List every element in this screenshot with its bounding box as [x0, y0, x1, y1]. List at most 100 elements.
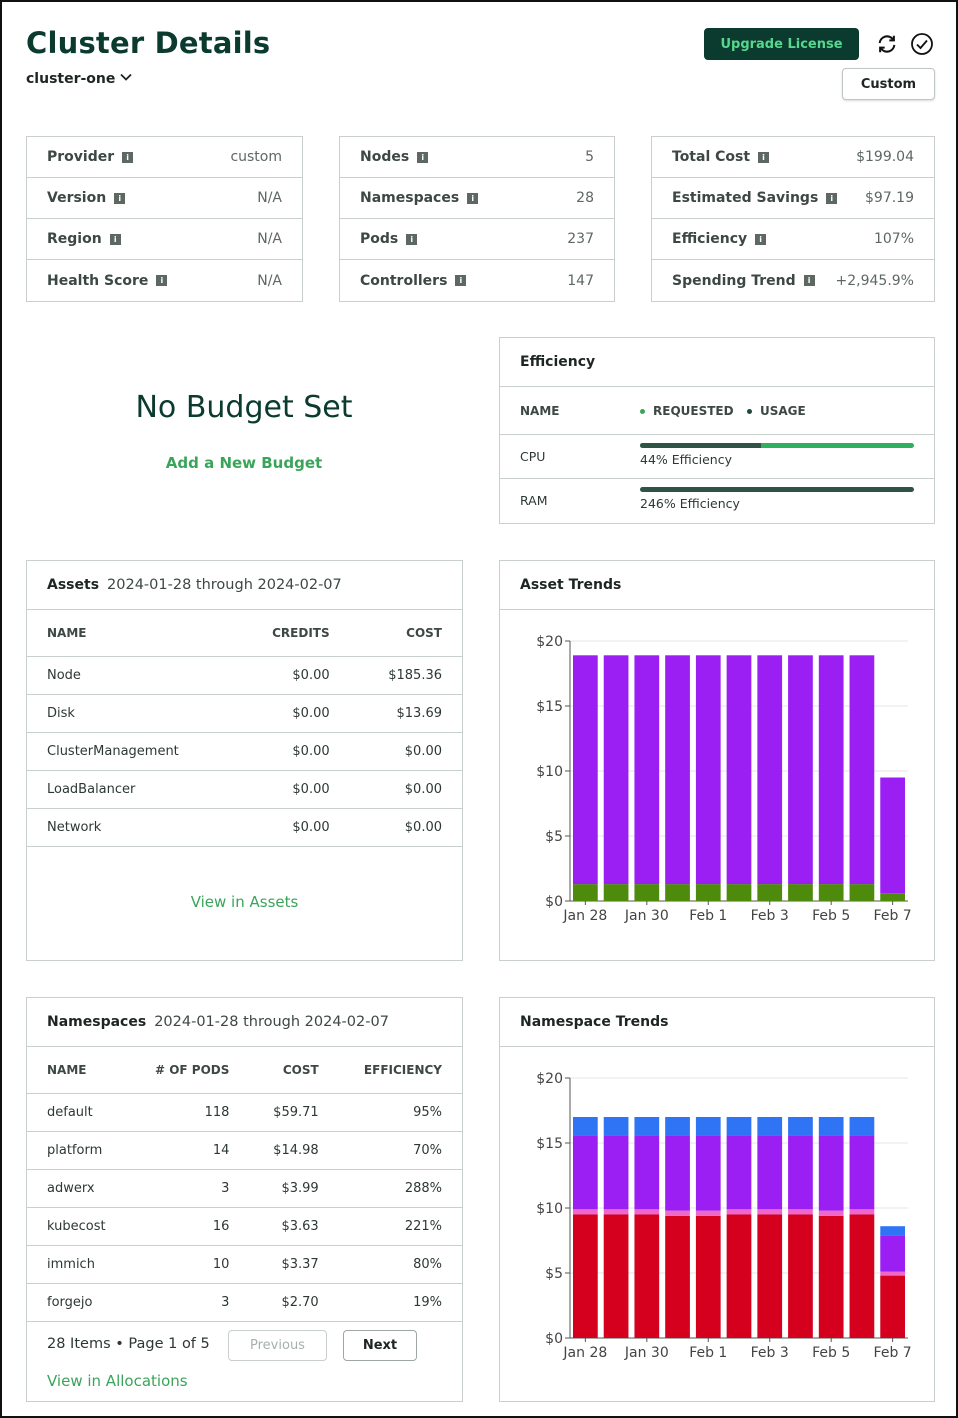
upgrade-license-button[interactable]: Upgrade License	[704, 28, 859, 60]
bar-segment[interactable]	[634, 1209, 660, 1215]
info-icon[interactable]: i	[406, 233, 418, 245]
cluster-selector[interactable]: cluster-one	[26, 70, 133, 88]
table-row[interactable]: immich 10 $3.37 80%	[27, 1245, 462, 1284]
info-icon[interactable]: i	[467, 192, 479, 204]
bar-segment[interactable]	[726, 1209, 752, 1215]
table-row[interactable]: default 118 $59.71 95%	[27, 1093, 462, 1132]
bar-segment[interactable]	[788, 1135, 813, 1210]
refresh-icon[interactable]	[875, 32, 899, 56]
info-icon[interactable]: i	[455, 275, 467, 286]
bar-segment[interactable]	[665, 884, 690, 901]
bar-segment[interactable]	[880, 1271, 905, 1276]
bar-segment[interactable]	[880, 1226, 905, 1236]
bar-segment[interactable]	[634, 1117, 660, 1136]
info-icon[interactable]: i	[122, 151, 134, 163]
bar-segment[interactable]	[849, 1209, 875, 1215]
bar-segment[interactable]	[573, 884, 598, 901]
table-row[interactable]: ClusterManagement $0.00 $0.00	[27, 732, 462, 771]
info-icon[interactable]: i	[826, 192, 838, 204]
info-icon[interactable]: i	[156, 275, 168, 286]
bar-segment[interactable]	[695, 1117, 721, 1136]
bar-segment[interactable]	[695, 1215, 721, 1338]
bar-segment[interactable]	[665, 655, 690, 885]
bar-segment[interactable]	[603, 1117, 629, 1136]
column-header[interactable]: EFFICIENCY	[338, 1047, 462, 1094]
bar-segment[interactable]	[849, 884, 875, 901]
bar-segment[interactable]	[573, 655, 598, 885]
bar-segment[interactable]	[603, 655, 629, 885]
bar-segment[interactable]	[695, 655, 721, 885]
bar-segment[interactable]	[603, 1209, 629, 1215]
bar-segment[interactable]	[573, 1135, 598, 1210]
bar-segment[interactable]	[818, 1210, 844, 1216]
bar-segment[interactable]	[849, 1117, 875, 1136]
bar-segment[interactable]	[726, 1117, 752, 1136]
info-icon[interactable]: i	[803, 275, 815, 286]
info-icon[interactable]: i	[417, 151, 429, 163]
custom-button[interactable]: Custom	[842, 68, 935, 100]
bar-segment[interactable]	[880, 777, 905, 894]
bar-segment[interactable]	[603, 1214, 629, 1339]
view-in-allocations-link[interactable]: View in Allocations	[47, 1372, 188, 1390]
bar-segment[interactable]	[726, 1135, 752, 1210]
bar-segment[interactable]	[818, 1135, 844, 1211]
next-button[interactable]: Next	[343, 1330, 417, 1361]
table-row[interactable]: kubecost 16 $3.63 221%	[27, 1207, 462, 1246]
table-row[interactable]: Node $0.00 $185.36	[27, 656, 462, 695]
info-icon[interactable]: i	[114, 192, 126, 204]
bar-segment[interactable]	[849, 1214, 875, 1339]
bar-segment[interactable]	[726, 1214, 752, 1339]
column-header[interactable]: CREDITS	[232, 610, 350, 657]
bar-segment[interactable]	[849, 1135, 875, 1210]
bar-segment[interactable]	[880, 893, 905, 901]
column-header[interactable]: NAME	[27, 1047, 130, 1094]
bar-segment[interactable]	[695, 1135, 721, 1211]
table-row[interactable]: adwerx 3 $3.99 288%	[27, 1169, 462, 1208]
bar-segment[interactable]	[757, 884, 783, 901]
bar-segment[interactable]	[573, 1214, 598, 1339]
check-circle-icon[interactable]	[910, 32, 934, 56]
bar-segment[interactable]	[573, 1209, 598, 1215]
info-icon[interactable]: i	[109, 233, 121, 245]
bar-segment[interactable]	[634, 655, 660, 885]
bar-segment[interactable]	[726, 655, 752, 885]
bar-segment[interactable]	[757, 1135, 783, 1210]
bar-segment[interactable]	[634, 1214, 660, 1339]
info-icon[interactable]: i	[758, 151, 770, 163]
bar-segment[interactable]	[634, 884, 660, 901]
bar-segment[interactable]	[665, 1215, 690, 1338]
bar-segment[interactable]	[818, 1117, 844, 1136]
bar-segment[interactable]	[818, 1215, 844, 1338]
bar-segment[interactable]	[695, 1210, 721, 1216]
column-header[interactable]: NAME	[27, 610, 233, 657]
previous-button[interactable]: Previous	[228, 1330, 327, 1361]
bar-segment[interactable]	[849, 655, 875, 885]
bar-segment[interactable]	[603, 1135, 629, 1210]
bar-segment[interactable]	[788, 884, 813, 901]
bar-segment[interactable]	[818, 655, 844, 885]
bar-segment[interactable]	[665, 1210, 690, 1216]
table-row[interactable]: platform 14 $14.98 70%	[27, 1131, 462, 1170]
bar-segment[interactable]	[818, 884, 844, 901]
view-in-assets-link[interactable]: View in Assets	[190, 893, 299, 911]
bar-segment[interactable]	[757, 1209, 783, 1215]
bar-segment[interactable]	[788, 1214, 813, 1339]
column-header[interactable]: # OF PODS	[129, 1047, 250, 1094]
bar-segment[interactable]	[788, 1117, 813, 1136]
bar-segment[interactable]	[634, 1135, 660, 1210]
column-header[interactable]: COST	[249, 1047, 339, 1094]
bar-segment[interactable]	[726, 884, 752, 901]
bar-segment[interactable]	[665, 1135, 690, 1211]
bar-segment[interactable]	[880, 1235, 905, 1272]
bar-segment[interactable]	[603, 884, 629, 901]
table-row[interactable]: Disk $0.00 $13.69	[27, 694, 462, 733]
bar-segment[interactable]	[757, 655, 783, 885]
table-row[interactable]: Network $0.00 $0.00	[27, 808, 462, 847]
bar-segment[interactable]	[573, 1117, 598, 1136]
table-row[interactable]: LoadBalancer $0.00 $0.00	[27, 770, 462, 809]
bar-segment[interactable]	[880, 1275, 905, 1338]
column-header[interactable]: COST	[349, 610, 462, 657]
table-row[interactable]: forgejo 3 $2.70 19%	[27, 1283, 462, 1322]
bar-segment[interactable]	[757, 1214, 783, 1339]
bar-segment[interactable]	[757, 1117, 783, 1136]
